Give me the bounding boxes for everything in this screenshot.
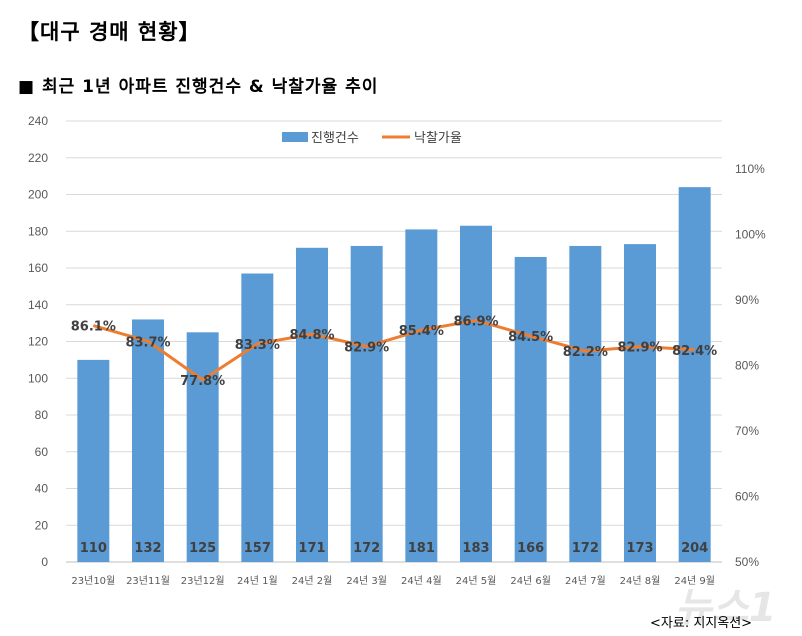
- right-tick-label: 80%: [735, 359, 759, 373]
- line-data-label: 84.5%: [508, 330, 553, 345]
- bar-data-label: 125: [189, 541, 216, 556]
- left-tick-label: 40: [35, 482, 49, 496]
- bar: [77, 359, 110, 562]
- bar-data-label: 183: [462, 541, 489, 556]
- right-tick-label: 90%: [735, 293, 759, 307]
- bar-data-label: 173: [626, 541, 653, 556]
- bar: [186, 332, 219, 562]
- bar: [569, 245, 602, 562]
- line-data-label: 83.7%: [125, 335, 170, 350]
- bar: [132, 319, 164, 562]
- x-tick-label: 24년 6월: [510, 575, 551, 587]
- line-data-label: 77.8%: [180, 374, 225, 389]
- x-tick-label: 24년 5월: [456, 575, 497, 587]
- bar: [514, 256, 547, 562]
- right-tick-label: 100%: [735, 228, 766, 242]
- bar: [624, 244, 656, 563]
- line-data-label: 86.1%: [71, 320, 116, 335]
- bar: [678, 187, 711, 562]
- line-data-label: 83.3%: [235, 338, 280, 353]
- left-tick-label: 200: [28, 188, 48, 202]
- line-data-label: 85.4%: [399, 324, 444, 339]
- left-tick-label: 80: [35, 408, 49, 422]
- bar-data-label: 204: [681, 541, 708, 556]
- left-tick-label: 240: [28, 114, 48, 128]
- x-tick-label: 24년 1월: [237, 575, 278, 587]
- left-tick-label: 20: [35, 518, 49, 532]
- line-series: [92, 318, 695, 382]
- line-data-label: 82.9%: [617, 341, 662, 356]
- right-tick-label: 60%: [735, 490, 759, 504]
- left-tick-label: 100: [28, 371, 48, 385]
- left-tick-label: 220: [28, 151, 48, 165]
- line-data-label: 82.9%: [344, 341, 389, 356]
- left-tick-label: 120: [28, 335, 48, 349]
- x-tick-label: 24년 3월: [346, 575, 387, 587]
- right-tick-label: 110%: [735, 162, 765, 176]
- x-tick-label: 24년 2월: [292, 575, 333, 587]
- source-note: <자료: 지지옥션>: [650, 616, 753, 631]
- bar-data-label: 110: [80, 541, 107, 556]
- line-data-label: 86.9%: [453, 314, 498, 329]
- x-tick-label: 23년10월: [71, 575, 115, 587]
- right-tick-label: 70%: [735, 424, 759, 438]
- bar: [296, 247, 328, 562]
- bar-data-label: 181: [408, 541, 435, 556]
- legend-swatch-bar: [282, 132, 308, 142]
- left-tick-label: 140: [28, 298, 48, 312]
- bar: [405, 229, 438, 562]
- left-tick-label: 160: [28, 261, 48, 275]
- bar: [241, 273, 274, 562]
- line-data-label: 82.4%: [672, 344, 717, 359]
- x-tick-label: 24년 9월: [674, 575, 715, 587]
- x-tick-label: 23년12월: [181, 575, 225, 587]
- left-tick-label: 0: [41, 555, 48, 569]
- x-tick-label: 24년 4월: [401, 575, 442, 587]
- bar-data-label: 132: [134, 541, 161, 556]
- bar-data-label: 157: [244, 541, 271, 556]
- watermark-logo: 뉴스1: [675, 585, 777, 631]
- x-tick-label: 24년 7월: [565, 575, 606, 587]
- left-tick-label: 180: [28, 224, 48, 238]
- bar: [460, 225, 492, 563]
- bar-data-label: 166: [517, 541, 544, 556]
- bar-data-label: 171: [298, 541, 325, 556]
- left-tick-label: 60: [35, 445, 49, 459]
- x-tick-label: 23년11월: [126, 575, 170, 587]
- bar-data-label: 172: [572, 541, 599, 556]
- line-data-label: 82.2%: [563, 345, 608, 360]
- right-tick-label: 50%: [735, 555, 759, 569]
- line-data-label: 84.8%: [289, 328, 334, 343]
- page-title: 【대구 경매 현황】: [18, 20, 201, 44]
- bar: [350, 245, 383, 562]
- chart-subtitle: ■ 최근 1년 아파트 진행건수 & 낙찰가율 추이: [18, 77, 379, 97]
- legend-label: 낙찰가율: [414, 131, 462, 146]
- legend-label: 진행건수: [311, 130, 359, 146]
- bar-data-label: 172: [353, 541, 380, 556]
- x-tick-label: 24년 8월: [620, 575, 661, 587]
